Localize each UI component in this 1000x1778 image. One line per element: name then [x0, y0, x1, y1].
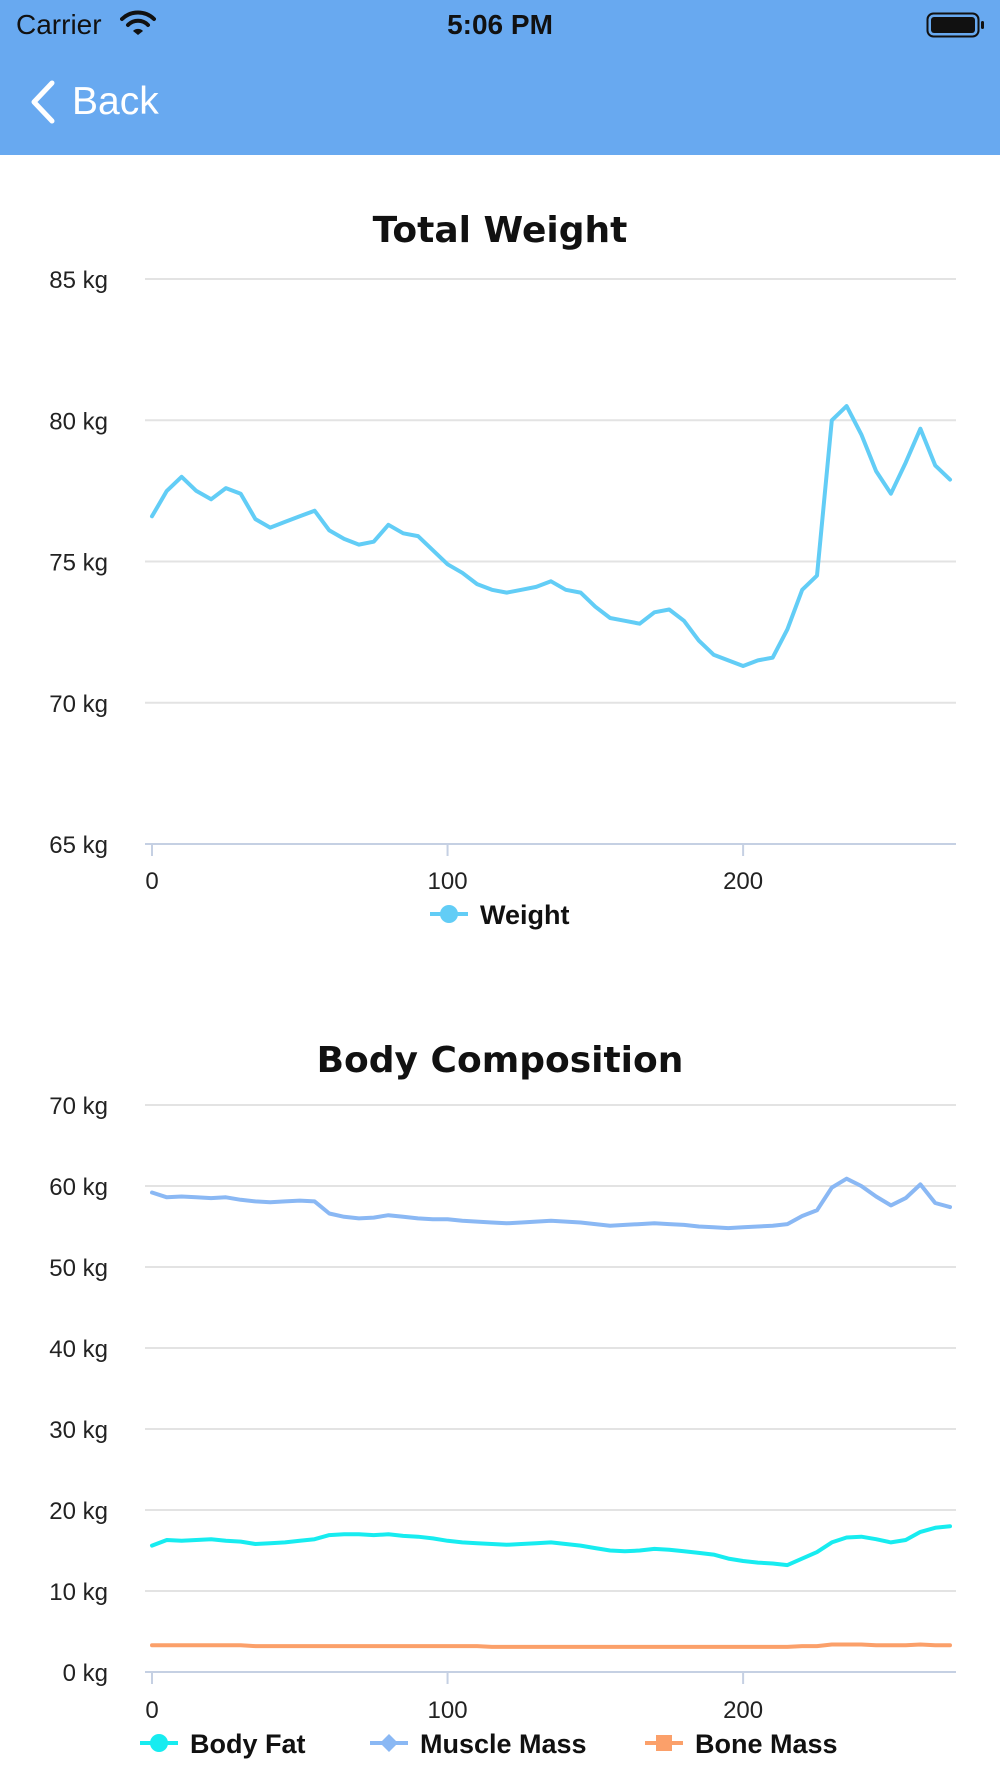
- wifi-icon: [120, 10, 156, 35]
- navigation-bar: Carrier 5:06 PM Back: [0, 0, 1000, 155]
- x-tick-label: 0: [145, 868, 158, 895]
- chart-title-total-weight: Total Weight: [372, 210, 628, 251]
- legend-label-muscle-mass: Muscle Mass: [420, 1729, 587, 1759]
- status-time: 5:06 PM: [447, 9, 553, 40]
- series-line-muscle-mass: [150, 1176, 952, 1231]
- y-tick-label: 75 kg: [49, 550, 108, 577]
- legend-marker-bone-mass: [656, 1735, 672, 1751]
- y-tick-label: 10 kg: [49, 1579, 108, 1606]
- y-tick-label: 0 kg: [63, 1660, 108, 1687]
- y-tick-label: 85 kg: [49, 267, 108, 294]
- series-line-bone-mass: [150, 1642, 952, 1649]
- legend-label-bone-mass: Bone Mass: [695, 1729, 838, 1759]
- x-tick-label: 100: [428, 868, 468, 895]
- y-tick-label: 20 kg: [49, 1498, 108, 1525]
- body-composition-chart: 0 kg 10 kg 20 kg 30 kg 40 kg 50 kg 60 kg 70 kg 0…: [49, 1093, 956, 1759]
- y-tick-label: 40 kg: [49, 1336, 108, 1363]
- x-tick-label: 200: [723, 1697, 763, 1724]
- y-tick-label: 70 kg: [49, 691, 108, 718]
- back-label: Back: [72, 80, 159, 123]
- battery-icon: [926, 12, 984, 38]
- series-line-weight: [150, 404, 952, 668]
- status-bar: Carrier 5:06 PM: [0, 0, 1000, 50]
- x-tick-label: 200: [723, 868, 763, 895]
- y-tick-label: 50 kg: [49, 1255, 108, 1282]
- series-line-body-fat: [150, 1524, 952, 1568]
- y-tick-label: 65 kg: [49, 832, 108, 859]
- back-button[interactable]: Back: [28, 76, 159, 128]
- legend-marker-muscle-mass: [380, 1734, 398, 1752]
- legend-marker-weight: [440, 905, 458, 923]
- chart-title-body-composition: Body Composition: [316, 1040, 684, 1081]
- y-tick-label: 60 kg: [49, 1174, 108, 1201]
- carrier-label: Carrier: [16, 9, 102, 40]
- y-tick-label: 70 kg: [49, 1093, 108, 1120]
- legend-marker-body-fat: [150, 1734, 168, 1752]
- legend-label-weight: Weight: [480, 900, 570, 930]
- y-tick-label: 30 kg: [49, 1417, 108, 1444]
- y-tick-label: 80 kg: [49, 408, 108, 435]
- total-weight-chart: 65 kg 70 kg 75 kg 80 kg 85 kg 0 100 200 Weight: [49, 267, 956, 930]
- x-tick-label: 0: [145, 1697, 158, 1724]
- chevron-left-icon: [31, 80, 55, 124]
- legend-label-body-fat: Body Fat: [190, 1729, 306, 1759]
- x-tick-label: 100: [428, 1697, 468, 1724]
